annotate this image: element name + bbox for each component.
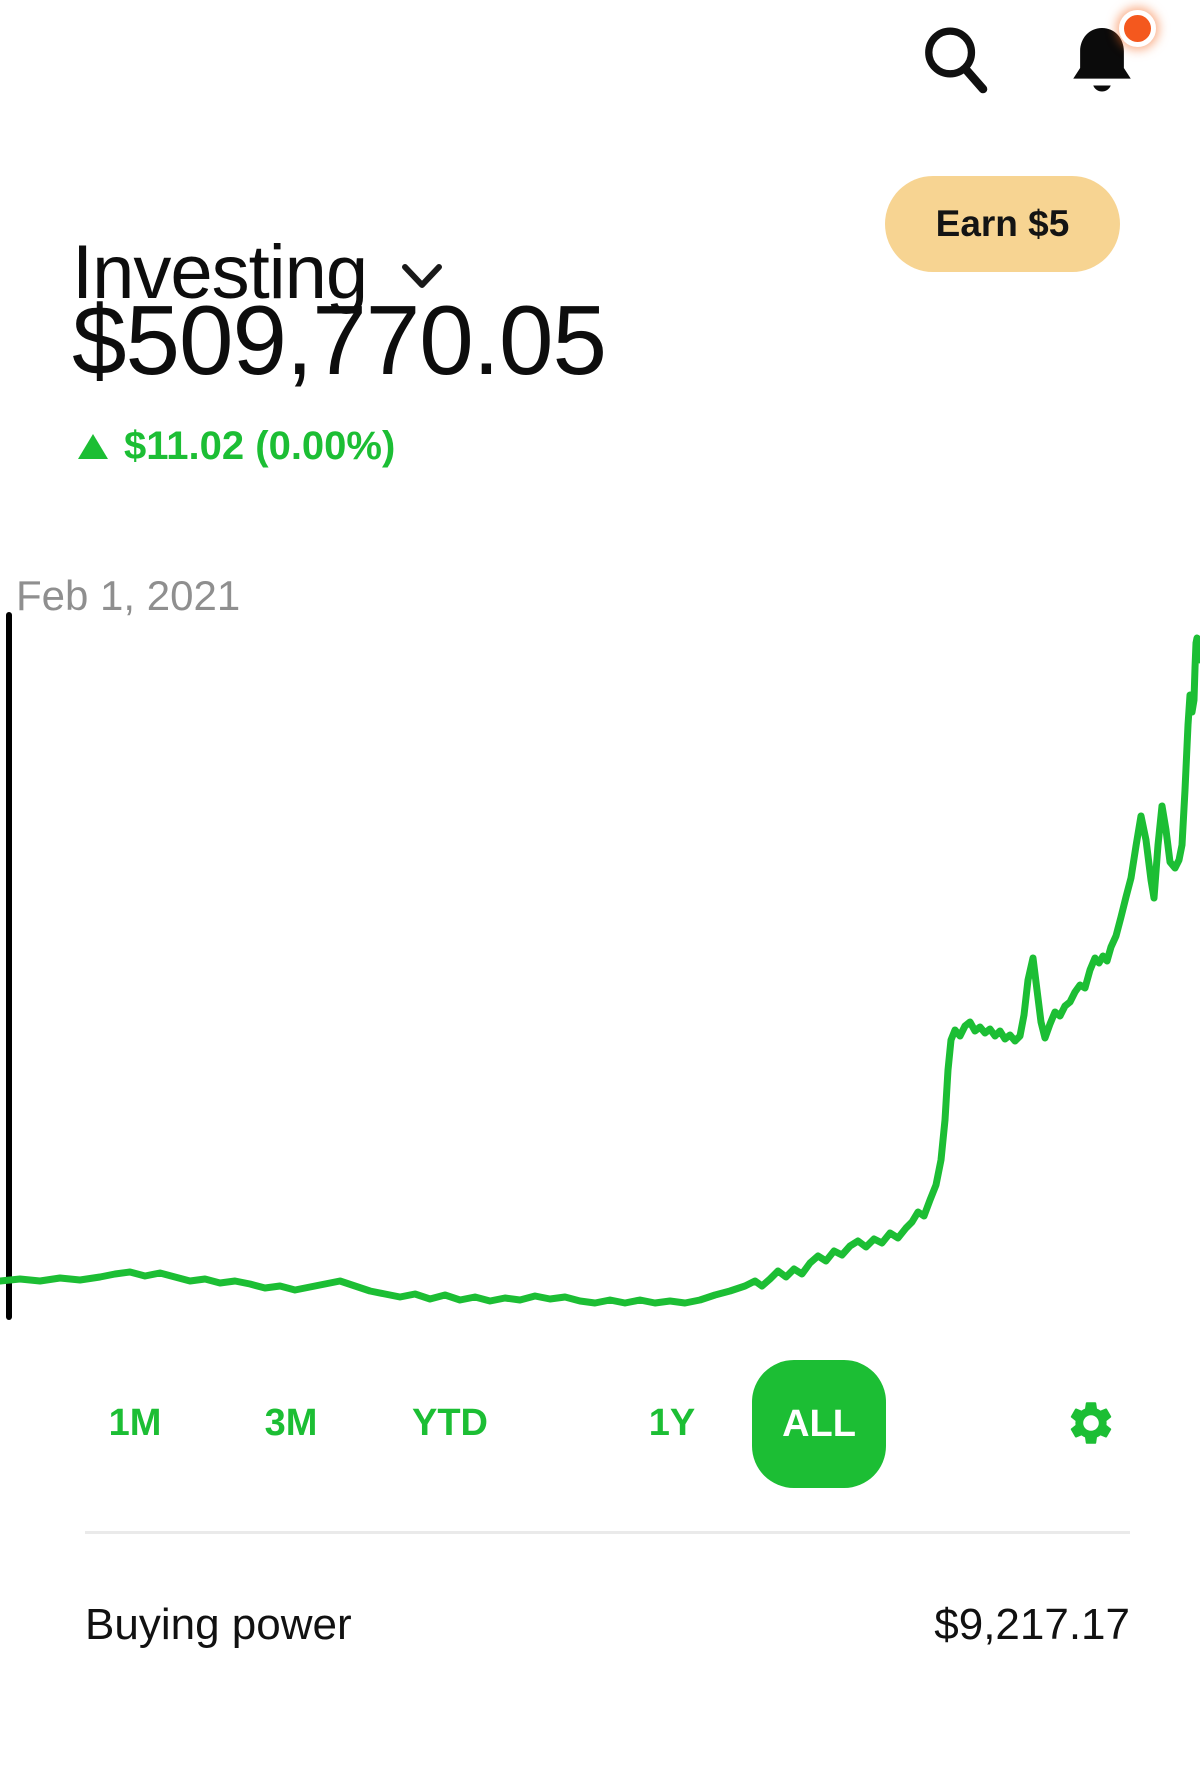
portfolio-gain-row: $11.02 (0.00%) bbox=[78, 424, 395, 469]
gear-icon bbox=[1065, 1397, 1117, 1449]
portfolio-value: $509,770.05 bbox=[72, 285, 607, 395]
tab-3m[interactable]: 3M bbox=[247, 1331, 336, 1516]
tab-ytd[interactable]: YTD bbox=[394, 1331, 506, 1516]
bell-icon bbox=[1062, 20, 1142, 106]
top-bar bbox=[910, 10, 1156, 112]
buying-power-row[interactable]: Buying power $9,217.17 bbox=[85, 1600, 1130, 1650]
chart-settings-button[interactable] bbox=[1061, 1393, 1121, 1453]
gain-up-arrow-icon bbox=[78, 434, 108, 459]
buying-power-label: Buying power bbox=[85, 1600, 352, 1649]
gain-text: $11.02 (0.00%) bbox=[124, 424, 396, 468]
section-divider bbox=[85, 1531, 1130, 1534]
tab-1y[interactable]: 1Y bbox=[631, 1331, 713, 1516]
buying-power-value: $9,217.17 bbox=[934, 1600, 1130, 1649]
portfolio-chart-svg bbox=[0, 612, 1200, 1320]
search-icon bbox=[916, 20, 994, 102]
account-title-row[interactable]: Investing bbox=[72, 180, 443, 366]
time-range-tabs: 1M 3M YTD 1Y ALL bbox=[0, 1330, 1200, 1500]
notification-dot bbox=[1119, 10, 1156, 47]
notifications-button[interactable] bbox=[1056, 10, 1156, 112]
search-button[interactable] bbox=[910, 14, 1000, 108]
tab-all-active[interactable]: ALL bbox=[752, 1360, 886, 1488]
chevron-down-icon bbox=[401, 263, 443, 296]
tab-1m[interactable]: 1M bbox=[91, 1331, 180, 1516]
portfolio-line bbox=[0, 634, 1200, 1307]
earn-reward-button[interactable]: Earn $5 bbox=[885, 176, 1120, 272]
page-title: Investing bbox=[72, 229, 368, 315]
chart-cursor-date: Feb 1, 2021 bbox=[16, 572, 241, 619]
portfolio-chart[interactable] bbox=[0, 560, 1200, 1340]
